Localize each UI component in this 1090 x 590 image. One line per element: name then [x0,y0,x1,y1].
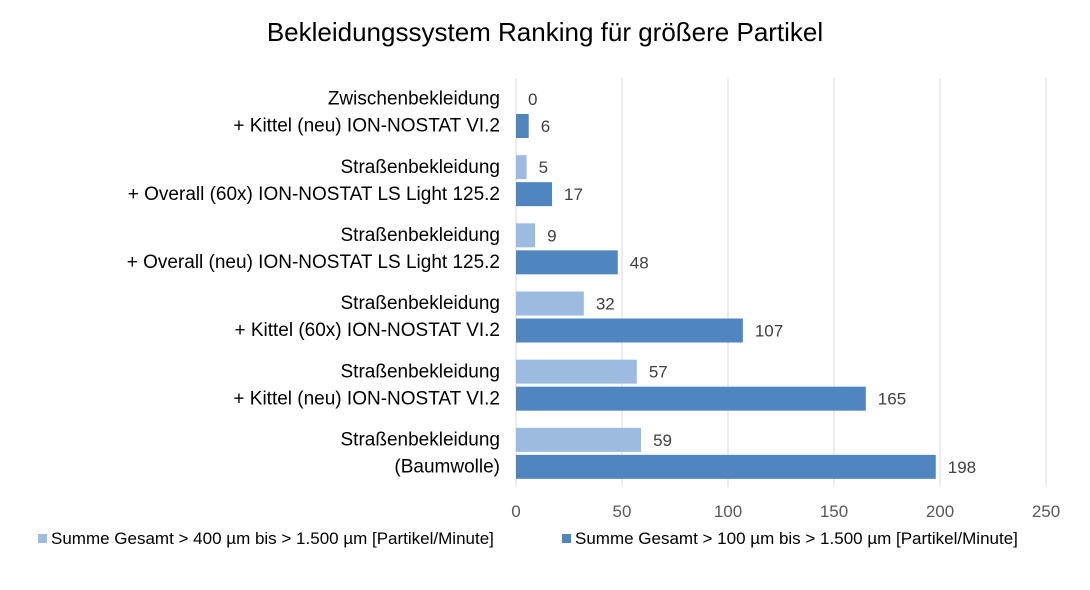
category-label: + Overall (60x) ION-NOSTAT LS Light 125.… [128,184,500,205]
bar-series2-cat3 [516,250,618,275]
data-label-series1-cat5: 57 [649,363,668,382]
chart-title: Bekleidungssystem Ranking für größere Pa… [267,17,823,47]
bar-series1-cat2 [516,155,527,180]
data-label-series2-cat1: 6 [541,117,550,136]
bar-series2-cat2 [516,182,553,207]
x-axis-ticks: 0 50 100 150 200 250 [511,502,1060,521]
bar-series2-cat1 [516,114,529,138]
gridlines [515,78,1047,487]
data-label-series2-cat3: 48 [630,253,649,272]
category-label: Straßenbekleidung [341,293,501,314]
category-label: (Baumwolle) [394,456,500,477]
category-label: + Overall (neu) ION-NOSTAT LS Light 125.… [127,252,500,273]
bar-series1-cat3 [516,223,536,248]
category-label: Straßenbekleidung [341,225,501,246]
category-label: + Kittel (neu) ION-NOSTAT VI.2 [233,388,500,409]
data-label-series2-cat4: 107 [755,322,783,341]
value-labels: 06 5 17 9 48 32 107 57 165 59 198 [528,90,976,477]
data-label-series1-cat4: 32 [596,295,615,314]
data-label-series1-cat1: 0 [528,90,537,109]
data-label-series2-cat6: 198 [948,458,976,477]
category-labels: Zwischenbekleidung + Kittel (neu) ION-NOS… [127,89,500,478]
category-label: Zwischenbekleidung [328,89,500,110]
legend: Summe Gesamt > 400 µm bis > 1.500 µm [Pa… [38,529,1018,548]
data-label-series2-cat5: 165 [878,390,906,409]
data-label-series1-cat3: 9 [547,226,556,245]
category-label: + Kittel (neu) ION-NOSTAT VI.2 [233,116,500,137]
category-label: + Kittel (60x) ION-NOSTAT VI.2 [234,320,500,341]
data-label-series1-cat6: 59 [653,431,672,450]
x-tick-label: 150 [820,502,848,521]
bars [516,114,936,479]
bar-series1-cat4 [516,291,584,316]
x-tick-label: 0 [511,502,520,521]
x-tick-label: 100 [714,502,742,521]
bar-series1-cat6 [516,427,642,452]
category-label: Straßenbekleidung [341,361,501,382]
category-label: Straßenbekleidung [341,157,501,178]
data-label-series1-cat2: 5 [539,158,548,177]
x-tick-label: 250 [1032,502,1060,521]
legend-swatch-series1 [38,534,47,543]
bar-series2-cat5 [516,386,866,411]
legend-label-series1: Summe Gesamt > 400 µm bis > 1.500 µm [Pa… [51,529,494,548]
category-label: Straßenbekleidung [341,429,501,450]
bar-series1-cat5 [516,359,637,384]
data-label-series2-cat2: 17 [564,185,583,204]
bar-series2-cat4 [516,318,743,343]
legend-swatch-series2 [562,534,571,543]
bar-series2-cat6 [516,454,936,479]
x-tick-label: 200 [926,502,954,521]
x-tick-label: 50 [613,502,632,521]
legend-label-series2: Summe Gesamt > 100 µm bis > 1.500 µm [Pa… [575,529,1018,548]
